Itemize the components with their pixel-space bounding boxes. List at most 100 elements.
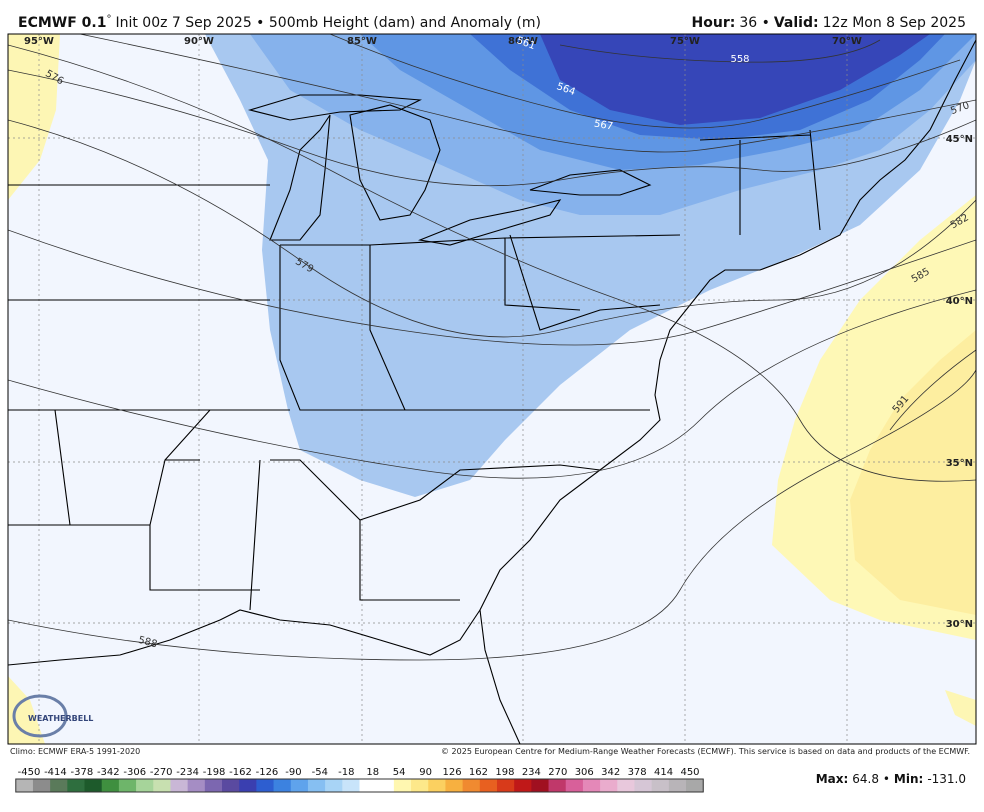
colorbar-swatch: [84, 779, 103, 792]
map-frame: [7, 33, 977, 745]
colorbar-swatch: [462, 779, 481, 792]
stats: Max: 64.8 • Min: -131.0: [816, 772, 966, 786]
valid-time: Hour: 36 • Valid: 12z Mon 8 Sep 2025: [692, 15, 966, 31]
colorbar-swatch: [256, 779, 275, 792]
colorbar-swatch: [531, 779, 550, 792]
negative-anomaly: [540, 34, 930, 125]
colorbar: -450 -414 -378 -342 -306 -270 -234 -198 -162 -126…: [15, 767, 704, 793]
height-contours: [8, 34, 976, 661]
colorbar-swatch: [325, 779, 343, 792]
colorbar-swatch: [634, 779, 653, 792]
logo-text: WEATHERBELL: [28, 714, 93, 723]
latitude-label: 35°N: [946, 458, 973, 469]
climo-note: Climo: ECMWF ERA-5 1991-2020: [10, 747, 140, 756]
colorbar-swatch: [548, 779, 567, 792]
colorbar-swatch: [273, 779, 292, 792]
positive-anomaly: [850, 330, 976, 615]
colorbar-tick-label: -126: [256, 767, 279, 778]
colorbar-tick-label: 18: [366, 767, 379, 778]
contour: [8, 44, 976, 482]
max-label: Max:: [816, 772, 849, 786]
logo-swirl: [12, 694, 68, 738]
longitude-label: 90°W: [184, 36, 214, 47]
colorbar-tick-label: 90: [419, 767, 432, 778]
hour: 36 •: [739, 15, 770, 31]
colorbar-swatch: [290, 779, 309, 792]
colorbar-tick-label: -198: [203, 767, 226, 778]
colorbar-swatch: [187, 779, 206, 792]
min-value: -131.0: [927, 772, 966, 786]
colorbar-swatch: [668, 779, 687, 792]
longitude-label: 95°W: [24, 36, 54, 47]
contour: [8, 369, 976, 661]
colorbar-frame: [15, 778, 704, 793]
contour-label: 558: [730, 54, 749, 65]
contour: [889, 349, 976, 431]
borders: [8, 39, 976, 744]
colorbar-tick-label: -234: [176, 767, 199, 778]
contour: [79, 34, 976, 153]
colorbar-swatch: [136, 779, 154, 792]
latitude-label: 40°N: [946, 296, 973, 307]
valid: 12z Mon 8 Sep 2025: [823, 15, 966, 31]
colorbar-swatch: [359, 779, 378, 792]
logo: WEATHERBELL: [12, 694, 93, 738]
colorbar-tick-label: -18: [338, 767, 354, 778]
contour-label: 567: [593, 118, 614, 132]
colorbar-swatch: [15, 779, 34, 792]
colorbar-swatch: [342, 779, 360, 792]
contour: [8, 229, 976, 346]
colorbar-swatch: [204, 779, 223, 792]
contour-label: 588: [137, 635, 158, 651]
longitude-label: 75°W: [670, 36, 700, 47]
positive-anomaly: [945, 690, 976, 726]
colorbar-tick-label: 378: [628, 767, 647, 778]
colorbar-swatch: [153, 779, 171, 792]
colorbar-tick-label: 306: [575, 767, 594, 778]
colorbar-tick-label: 162: [469, 767, 488, 778]
colorbar-tick-label: -162: [229, 767, 252, 778]
contour: [8, 289, 976, 479]
contour: [559, 39, 881, 63]
colorbar-tick-label: -342: [97, 767, 120, 778]
colorbar-tick-label: 234: [522, 767, 541, 778]
colorbar-swatch: [514, 779, 532, 792]
colorbar-tick-label: 414: [654, 767, 673, 778]
valid-label: Valid:: [774, 15, 819, 31]
contour: [8, 119, 976, 338]
model: ECMWF 0.1: [18, 15, 106, 31]
colorbar-swatch: [118, 779, 137, 792]
colorbar-swatch: [565, 779, 584, 792]
colorbar-tick-label: -306: [123, 767, 146, 778]
colorbar-tick-label: -54: [312, 767, 328, 778]
colorbar-swatch: [411, 779, 429, 792]
min-label: Min:: [894, 772, 923, 786]
colorbar-tick-label: -414: [44, 767, 67, 778]
colorbar-swatch: [50, 779, 68, 792]
colorbar-tick-label: 270: [548, 767, 567, 778]
colorbar-swatch: [101, 779, 120, 792]
colorbar-tick-label: -90: [285, 767, 301, 778]
colorbar-tick-label: 450: [680, 767, 699, 778]
colorbar-swatch: [496, 779, 515, 792]
colorbar-tick-label: -378: [71, 767, 94, 778]
colorbar-swatch: [445, 779, 464, 792]
colorbar-swatch: [582, 779, 601, 792]
colorbar-swatch: [600, 779, 618, 792]
colorbar-tick-label: -270: [150, 767, 173, 778]
contour: [329, 34, 961, 129]
longitude-label: 70°W: [832, 36, 862, 47]
latitude-label: 30°N: [946, 619, 973, 630]
copyright: © 2025 European Centre for Medium-Range …: [441, 747, 970, 756]
colorbar-swatch: [307, 779, 326, 792]
longitude-label: 85°W: [347, 36, 377, 47]
contour: [8, 69, 976, 187]
colorbar-tick-label: 342: [601, 767, 620, 778]
colorbar-swatch: [67, 779, 86, 792]
hour-label: Hour:: [692, 15, 736, 31]
colorbar-swatch: [170, 779, 189, 792]
max-value: 64.8 •: [852, 772, 890, 786]
colorbar-swatch: [32, 779, 51, 792]
